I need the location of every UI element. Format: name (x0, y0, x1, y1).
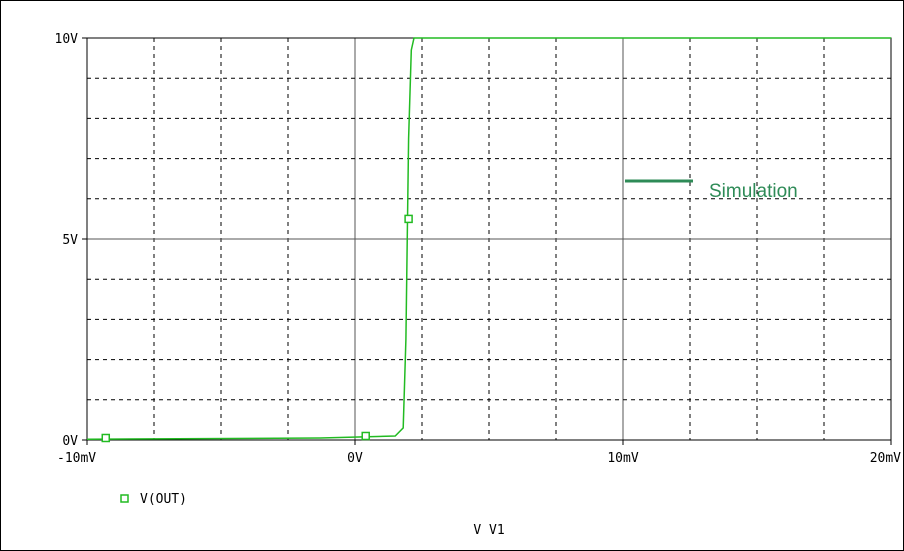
series-line-v-out (86, 37, 891, 440)
x-tick-label: 20mV (870, 451, 901, 466)
x-tick-label: -10mV (57, 451, 96, 466)
series-marker (404, 214, 413, 224)
y-tick-label: 0V (62, 434, 78, 449)
series-marker (101, 433, 111, 443)
axis-ticks: -10mV 0V 10mV 20mV 0V 5V 10V (55, 32, 902, 466)
grid (87, 38, 891, 440)
series-marker (361, 431, 370, 441)
legend-label-v-out: V(OUT) (140, 492, 187, 507)
annotation-text: Simulation (709, 181, 798, 202)
x-tick-label: 10mV (607, 451, 638, 466)
x-axis-label: V V1 (473, 523, 504, 538)
legend: V(OUT) (120, 492, 187, 507)
y-tick-label: 10V (55, 32, 79, 47)
y-tick-label: 5V (62, 233, 78, 248)
legend-marker-v-out (120, 494, 129, 503)
x-tick-label: 0V (347, 451, 363, 466)
series-markers (101, 214, 413, 443)
